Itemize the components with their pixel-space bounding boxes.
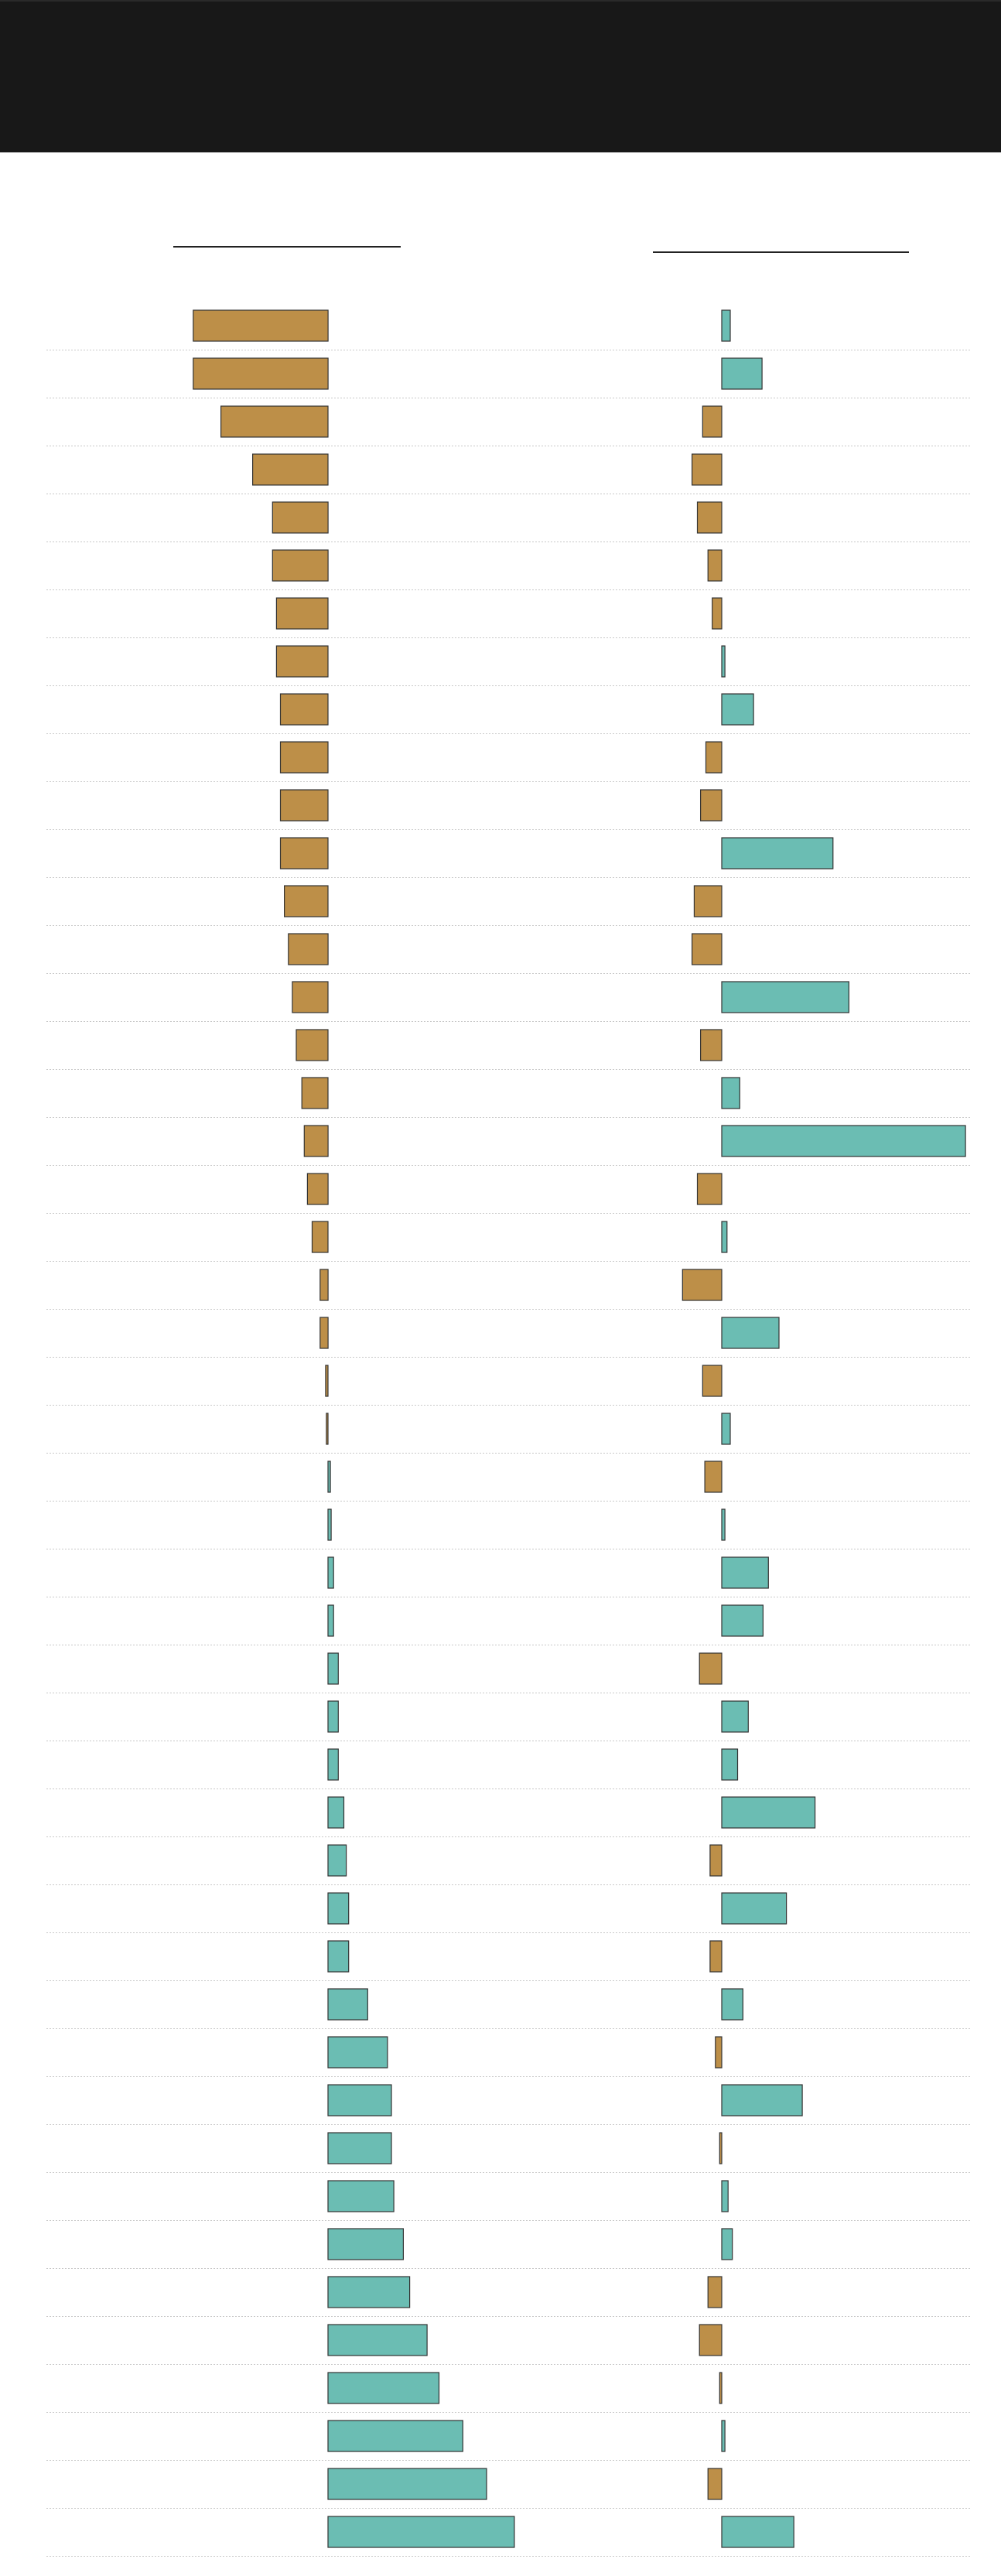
left-bar-11 (279, 789, 329, 822)
left-bar-33 (327, 1844, 347, 1877)
right-bar-5 (696, 501, 723, 534)
right-bar-17 (721, 1077, 740, 1109)
right-bar-11 (699, 789, 723, 822)
right-bar-38 (721, 2084, 803, 2116)
right-bar-25 (704, 1461, 723, 1493)
header-band (0, 0, 1001, 152)
right-bar-18 (721, 1125, 966, 1157)
left-bar-36 (327, 1988, 368, 2021)
right-bar-43 (699, 2324, 723, 2356)
left-bar-35 (327, 1940, 350, 1973)
right-bar-20 (721, 1221, 728, 1253)
right-bar-9 (721, 693, 754, 726)
left-bar-16 (296, 1029, 329, 1061)
right-bar-35 (709, 1940, 723, 1973)
right-bar-15 (721, 981, 849, 1013)
right-bar-26 (721, 1508, 726, 1541)
left-bar-17 (301, 1077, 329, 1109)
left-bar-42 (327, 2276, 411, 2308)
right-bar-19 (696, 1173, 723, 1205)
right-bar-41 (721, 2228, 733, 2260)
left-bar-30 (327, 1700, 339, 1733)
left-bar-14 (288, 933, 329, 965)
left-bar-6 (272, 549, 329, 582)
left-bar-4 (252, 453, 329, 486)
left-bar-7 (275, 597, 329, 630)
left-bar-28 (327, 1604, 334, 1637)
left-bar-10 (279, 741, 329, 774)
right-bar-31 (721, 1748, 739, 1781)
left-bar-47 (327, 2516, 515, 2548)
right-bar-22 (721, 1317, 780, 1349)
left-bar-39 (327, 2132, 392, 2164)
left-bar-44 (327, 2372, 440, 2404)
left-bar-25 (327, 1461, 331, 1493)
right-bar-30 (721, 1700, 749, 1733)
right-bar-4 (691, 453, 723, 486)
right-bar-42 (707, 2276, 723, 2308)
right-bar-13 (693, 885, 723, 917)
right-bar-45 (721, 2420, 726, 2452)
right-bar-33 (709, 1844, 723, 1877)
right-bar-6 (707, 549, 723, 582)
right-bar-14 (691, 933, 723, 965)
left-chart-bars (193, 309, 515, 2548)
left-bar-2 (193, 357, 329, 390)
left-bar-24 (326, 1413, 329, 1445)
left-bar-37 (327, 2036, 388, 2069)
left-bar-26 (327, 1508, 332, 1541)
left-bar-21 (319, 1269, 329, 1301)
left-bar-18 (303, 1125, 329, 1157)
left-bar-31 (327, 1748, 339, 1781)
left-bar-8 (275, 645, 329, 678)
left-bar-32 (327, 1796, 345, 1829)
right-bar-37 (715, 2036, 723, 2069)
left-bar-9 (279, 693, 329, 726)
left-bar-19 (306, 1173, 329, 1205)
left-bar-27 (327, 1556, 334, 1589)
left-bar-40 (327, 2180, 395, 2212)
right-bar-3 (702, 405, 723, 438)
right-bar-23 (702, 1365, 723, 1397)
right-bar-46 (707, 2468, 723, 2500)
right-bar-40 (721, 2180, 729, 2212)
left-bar-1 (193, 309, 329, 342)
left-bar-45 (327, 2420, 463, 2452)
gridlines (46, 350, 971, 2557)
right-bar-28 (721, 1604, 764, 1637)
left-bar-41 (327, 2228, 405, 2260)
right-bar-34 (721, 1892, 787, 1925)
right-bar-21 (682, 1269, 723, 1301)
left-bar-12 (279, 837, 329, 869)
right-bar-12 (721, 837, 834, 869)
left-bar-15 (292, 981, 329, 1013)
left-bar-5 (272, 501, 329, 534)
right-bar-39 (719, 2132, 723, 2164)
right-bar-29 (699, 1652, 723, 1685)
right-chart-bars (682, 309, 966, 2548)
right-bar-16 (699, 1029, 723, 1061)
left-bar-13 (284, 885, 329, 917)
left-bar-46 (327, 2468, 487, 2500)
right-bar-32 (721, 1796, 816, 1829)
right-bar-27 (721, 1556, 769, 1589)
left-bar-22 (319, 1317, 329, 1349)
right-bar-2 (721, 357, 763, 390)
left-bar-23 (325, 1365, 329, 1397)
left-bar-34 (327, 1892, 350, 1925)
left-bar-3 (220, 405, 329, 438)
right-bar-36 (721, 1988, 743, 2021)
left-bar-20 (311, 1221, 329, 1253)
right-bar-1 (721, 309, 731, 342)
right-bar-47 (721, 2516, 794, 2548)
right-bar-44 (719, 2372, 723, 2404)
right-bar-10 (705, 741, 723, 774)
right-bar-24 (721, 1413, 731, 1445)
left-bar-29 (327, 1652, 339, 1685)
right-bar-7 (712, 597, 723, 630)
left-bar-43 (327, 2324, 428, 2356)
right-bar-8 (721, 645, 726, 678)
left-bar-38 (327, 2084, 392, 2116)
